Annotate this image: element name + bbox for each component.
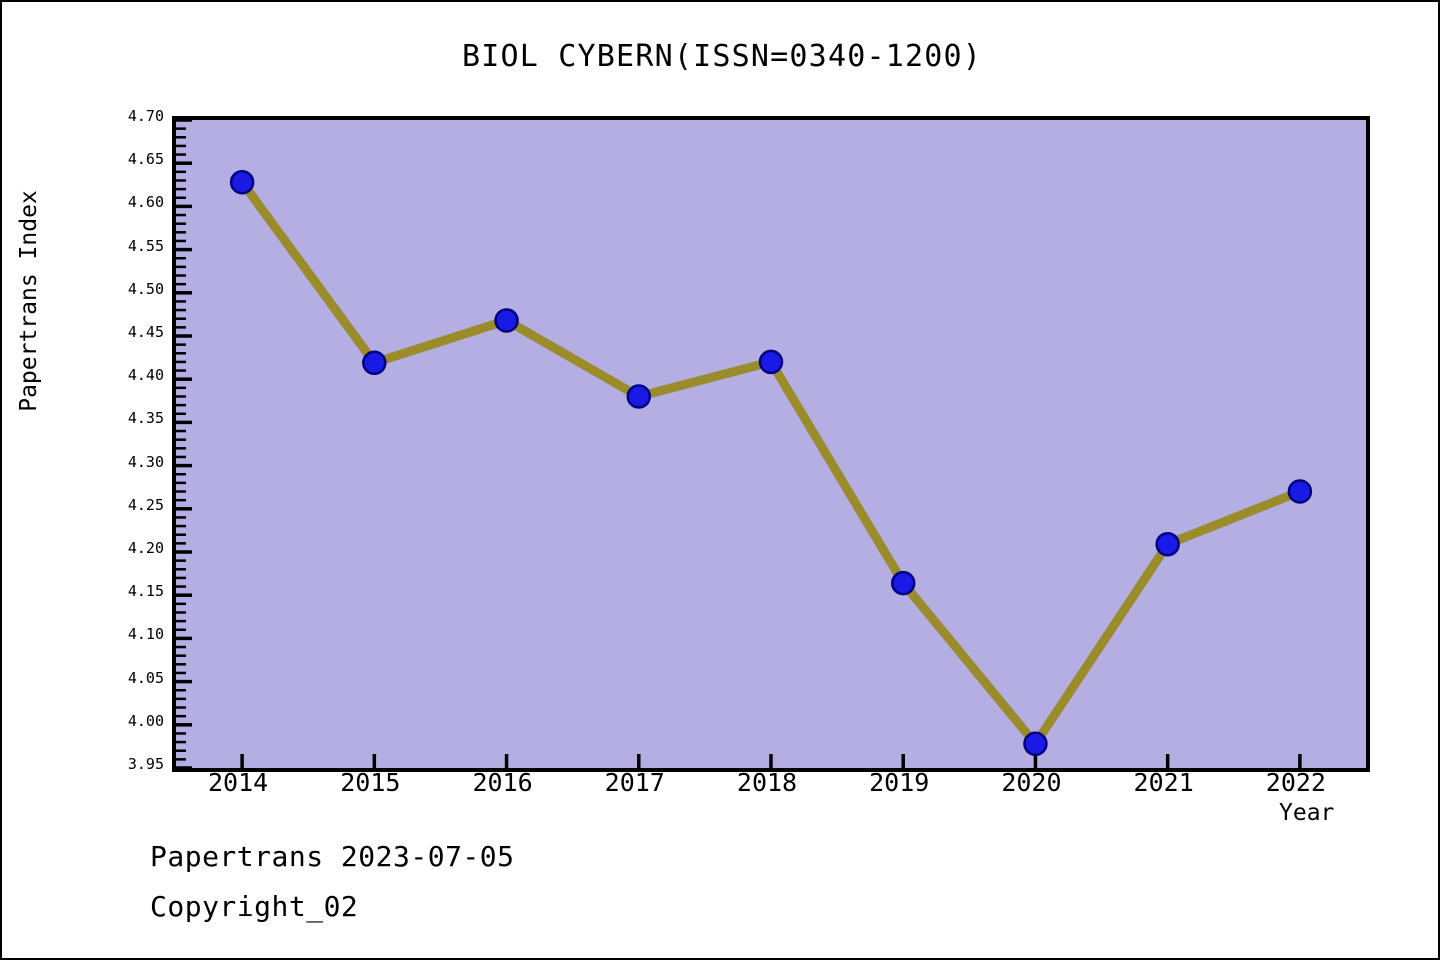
data-point-marker [1155,531,1180,557]
y-axis-tick-label: 4.55 [127,236,164,255]
x-axis-tick-label: 2017 [604,768,665,797]
y-axis-label: Papertrans Index [16,190,42,412]
data-point-marker [626,384,652,409]
plot-area [172,116,1370,772]
y-axis-tick-label: 4.00 [127,711,164,730]
y-axis-tick-label: 3.95 [127,755,164,773]
x-axis-tick-label: 2015 [340,768,401,797]
y-axis-tick-label: 4.10 [127,625,164,644]
y-axis-tick-label: 4.40 [127,366,164,385]
x-axis-tick-label: 2016 [472,768,533,797]
y-axis-tick-label: 4.35 [127,409,164,428]
line-chart-svg [176,120,1313,768]
y-axis-tick-label: 4.05 [127,668,164,687]
axis-tick-marks [176,120,1302,768]
page-title: BIOL CYBERN(ISSN=0340-1200) [461,39,983,74]
x-axis-label: Year [1279,800,1335,826]
data-point-marker [890,570,916,596]
data-point-marker [758,349,784,375]
data-point-marker [1023,731,1048,757]
x-axis-tick-label: 2021 [1133,768,1194,797]
data-point-marker [1287,479,1313,504]
y-axis-tick-label: 4.60 [127,193,164,212]
data-series-line [237,177,1305,749]
data-point-markers [229,169,1313,757]
y-axis-tick-label: 4.65 [127,150,164,169]
data-point-marker [362,350,387,376]
data-point-marker [229,169,255,195]
y-axis-tick-label: 4.45 [127,323,164,341]
y-axis-tick-label: 4.30 [127,452,164,471]
x-axis-tick-label: 2022 [1265,768,1326,797]
y-axis-tick-label: 4.70 [127,107,164,125]
x-axis-tick-label: 2020 [1001,768,1062,797]
y-axis-tick-label: 4.15 [127,582,164,601]
x-axis-tick-label: 2018 [736,768,798,797]
y-axis-tick-label: 4.20 [127,539,164,557]
x-axis-tick-label: 2014 [208,768,269,797]
data-point-marker [494,308,519,333]
y-axis-tick-label: 4.50 [127,279,164,298]
footer-copyright: Copyright_02 [150,890,359,923]
footer-timestamp: Papertrans 2023-07-05 [150,840,515,873]
x-axis-tick-label: 2019 [869,768,930,797]
y-axis-tick-label: 4.25 [127,495,164,514]
